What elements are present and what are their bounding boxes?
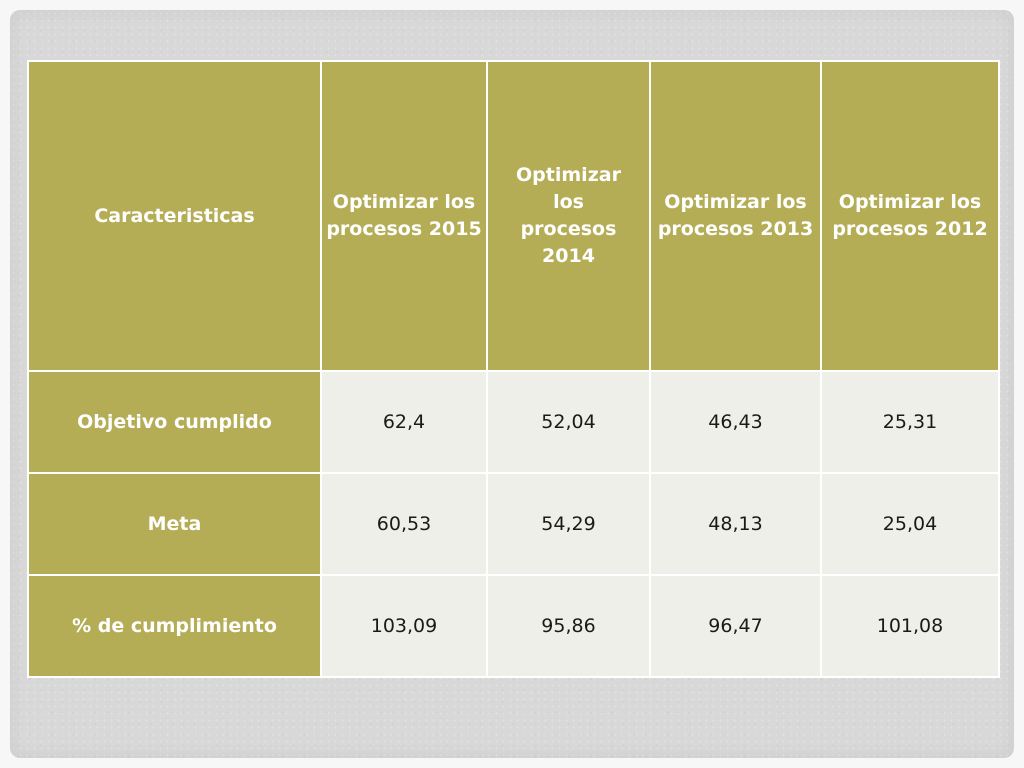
table-cell: 46,43: [649, 370, 822, 474]
header-procesos-2012: Optimizar los procesos 2012: [820, 60, 1000, 372]
table-cell: 25,31: [820, 370, 1000, 474]
table-cell: 96,47: [649, 574, 822, 678]
results-table: Caracteristicas Optimizar los procesos 2…: [27, 60, 1000, 678]
header-procesos-2013: Optimizar los procesos 2013: [649, 60, 822, 372]
table-cell: 103,09: [320, 574, 488, 678]
table-cell: 101,08: [820, 574, 1000, 678]
header-procesos-2015: Optimizar los procesos 2015: [320, 60, 488, 372]
table-cell: 25,04: [820, 472, 1000, 576]
table-cell: 48,13: [649, 472, 822, 576]
row-label-objetivo-cumplido: Objetivo cumplido: [27, 370, 322, 474]
table-row: % de cumplimiento 103,09 95,86 96,47 101…: [27, 574, 1000, 678]
table-row: Meta 60,53 54,29 48,13 25,04: [27, 472, 1000, 576]
table-cell: 95,86: [486, 574, 651, 678]
table-row: Objetivo cumplido 62,4 52,04 46,43 25,31: [27, 370, 1000, 474]
row-label-meta: Meta: [27, 472, 322, 576]
header-caracteristicas: Caracteristicas: [27, 60, 322, 372]
table-cell: 62,4: [320, 370, 488, 474]
table-header-row: Caracteristicas Optimizar los procesos 2…: [27, 60, 1000, 372]
table-cell: 60,53: [320, 472, 488, 576]
table-cell: 54,29: [486, 472, 651, 576]
header-procesos-2014: Optimizar los procesos 2014: [486, 60, 651, 372]
table-cell: 52,04: [486, 370, 651, 474]
row-label-porcentaje-cumplimiento: % de cumplimiento: [27, 574, 322, 678]
